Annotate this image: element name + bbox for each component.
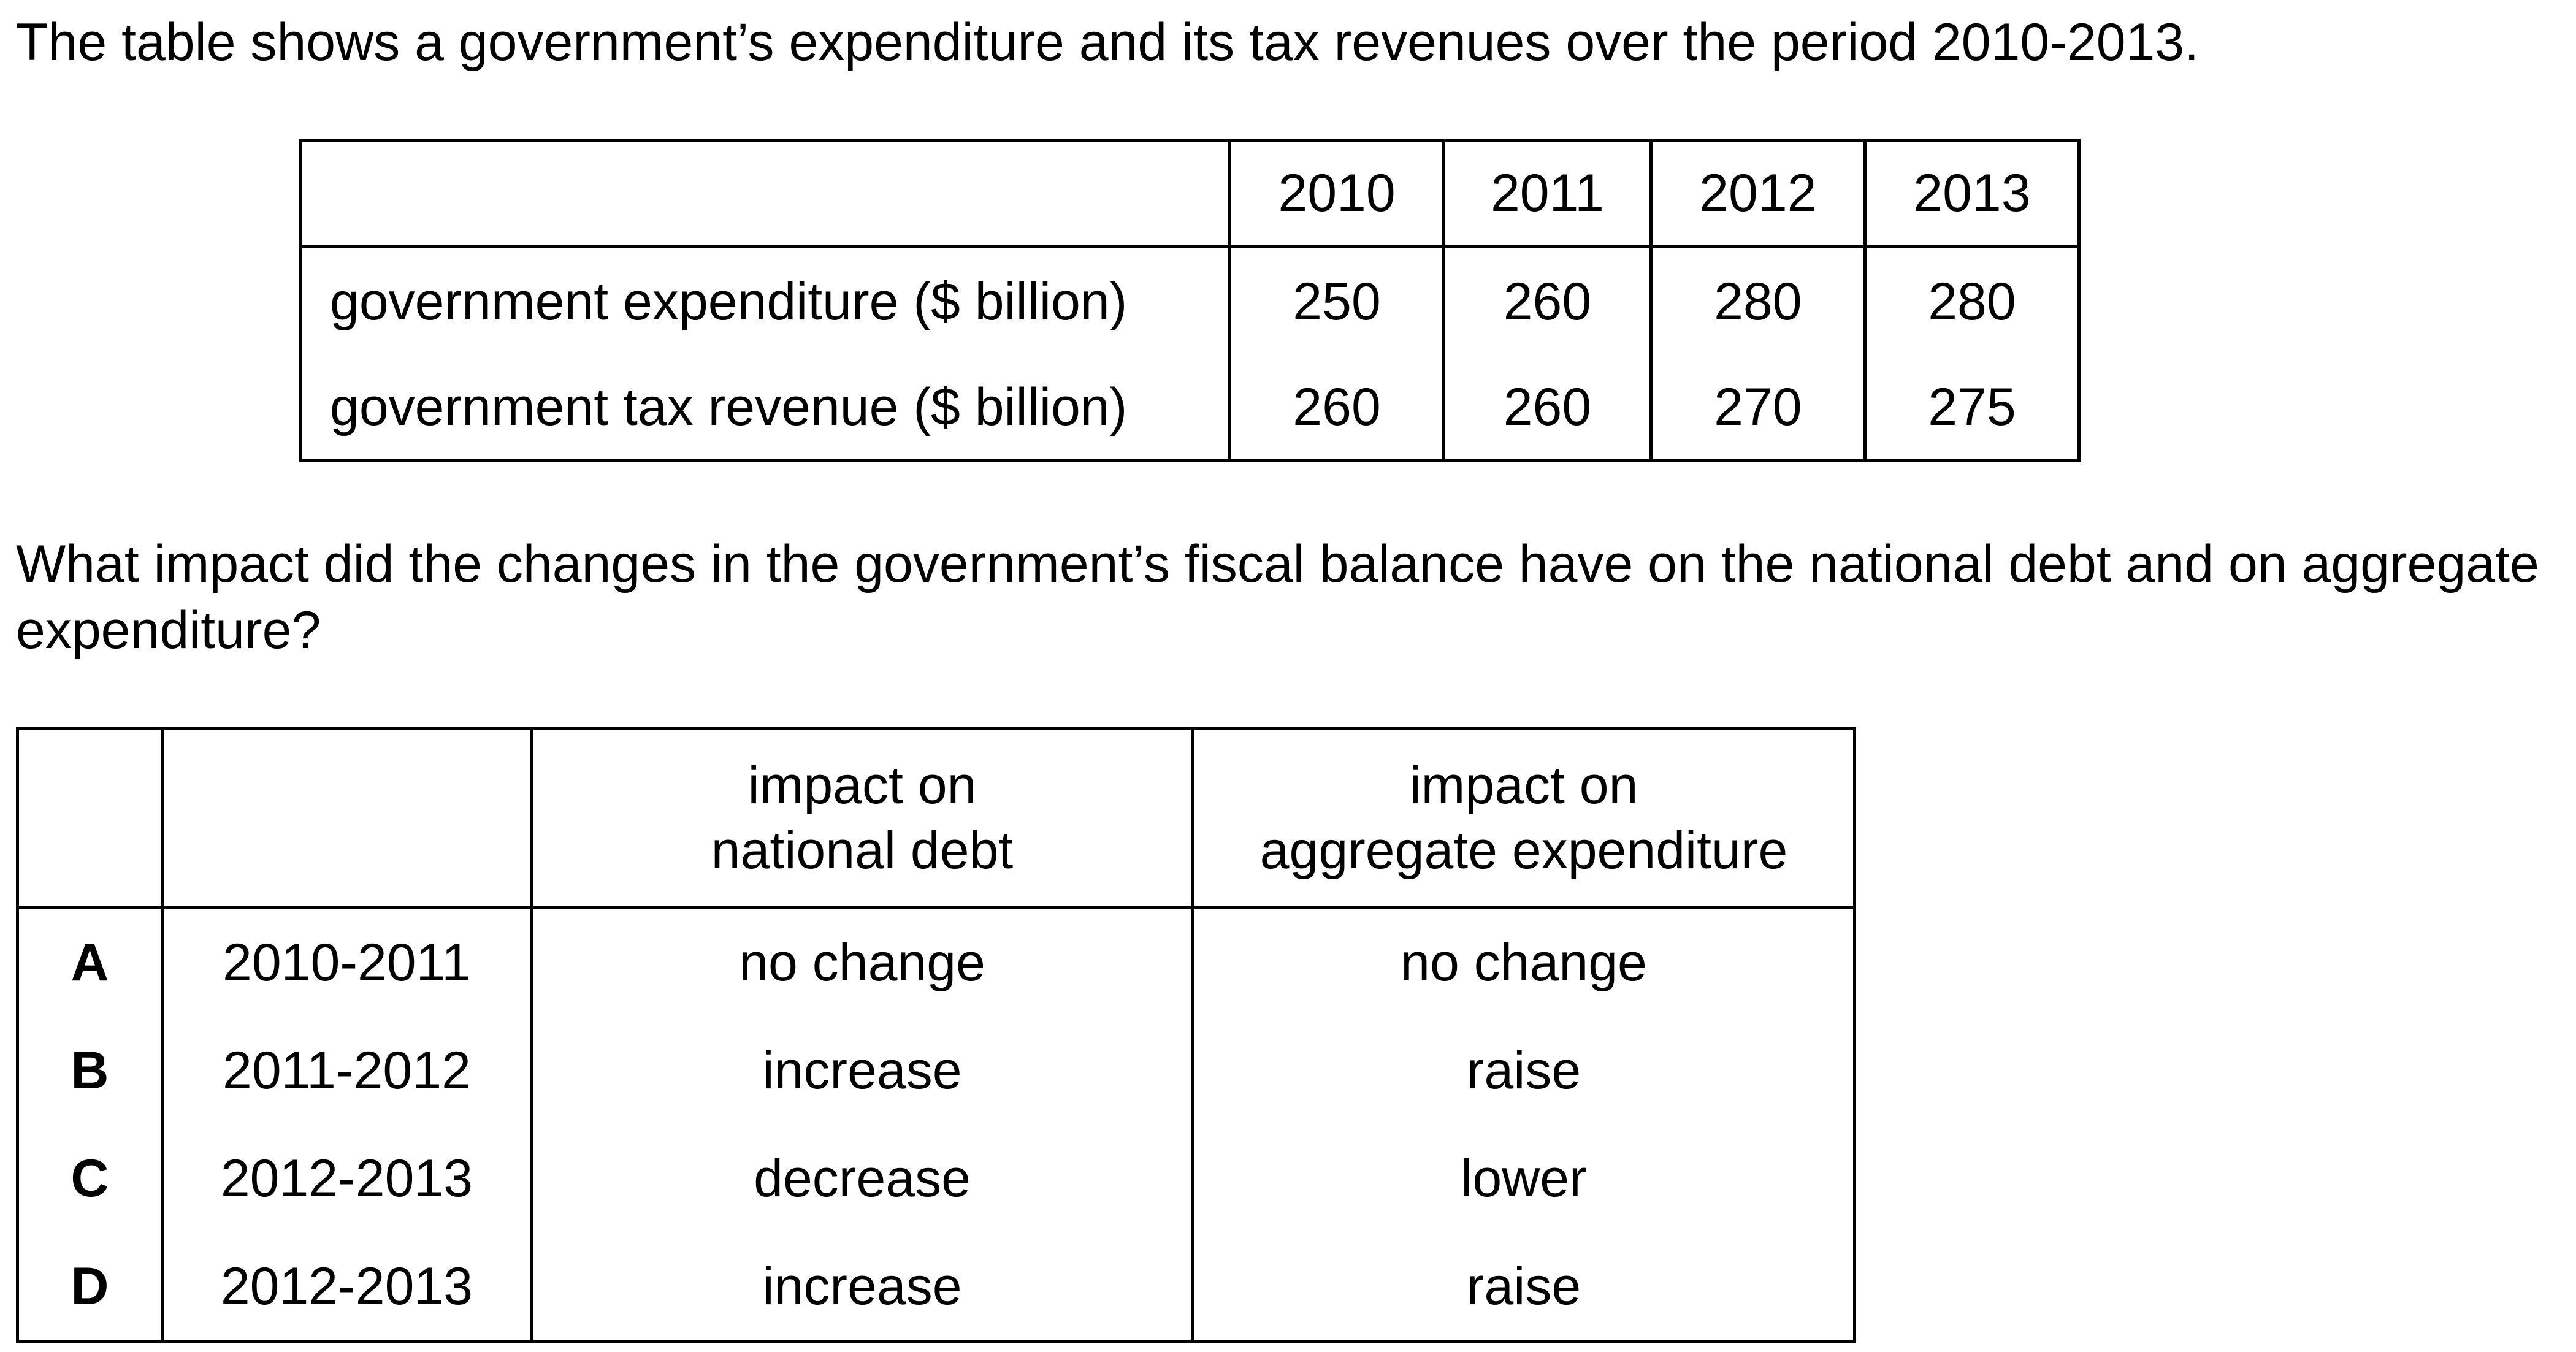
aggregate-header-line: aggregate expenditure [1259,821,1788,880]
option-row-d[interactable]: D 2012-2013 increase raise [16,1232,1856,1343]
expenditure-revenue-table: 2010 2011 2012 2013 government expenditu… [299,139,2081,462]
value-cell: 260 [1442,356,1653,462]
option-period: 2011-2012 [160,1017,533,1125]
option-row-a[interactable]: A 2010-2011 no change no change [16,907,1856,1017]
intro-text: The table shows a government’s expenditu… [16,13,2200,72]
value-cell: 260 [1228,356,1446,462]
year-header: 2011 [1442,139,1653,248]
option-aggregate-impact: no change [1191,907,1856,1017]
option-period: 2010-2011 [160,907,533,1017]
value-cell: 280 [1649,246,1867,356]
value-cell: 280 [1863,246,2081,356]
debt-header-line: impact on [747,756,977,815]
option-aggregate-impact: lower [1191,1125,1856,1232]
table-header-row: 2010 2011 2012 2013 [299,139,2081,248]
value-cell: 275 [1863,356,2081,462]
table-row: government expenditure ($ billion) 250 2… [299,246,2081,356]
option-debt-impact: no change [530,907,1195,1017]
debt-header: impact on national debt [530,727,1195,909]
option-row-c[interactable]: C 2012-2013 decrease lower [16,1125,1856,1232]
aggregate-header: impact on aggregate expenditure [1191,727,1856,909]
question-text: What impact did the changes in the gover… [16,535,2539,660]
option-aggregate-impact: raise [1191,1017,1856,1125]
option-aggregate-impact: raise [1191,1232,1856,1343]
option-debt-impact: increase [530,1232,1195,1343]
value-cell: 260 [1442,246,1653,356]
empty-header-cell [16,727,164,909]
option-letter: D [16,1232,164,1343]
option-debt-impact: increase [530,1017,1195,1125]
aggregate-header-line: impact on [1409,756,1638,815]
option-letter: A [16,907,164,1017]
option-letter: B [16,1017,164,1125]
option-debt-impact: decrease [530,1125,1195,1232]
option-row-b[interactable]: B 2011-2012 increase raise [16,1017,1856,1125]
year-header: 2010 [1228,139,1446,248]
row-label: government tax revenue ($ billion) [299,356,1231,462]
option-period: 2012-2013 [160,1125,533,1232]
empty-header-cell [299,139,1231,248]
answer-options-table: impact on national debt impact on aggreg… [16,727,1856,1343]
table-header-row: impact on national debt impact on aggreg… [16,727,1856,909]
row-label: government expenditure ($ billion) [299,246,1231,356]
option-letter: C [16,1125,164,1232]
year-header: 2013 [1863,139,2081,248]
option-period: 2012-2013 [160,1232,533,1343]
value-cell: 270 [1649,356,1867,462]
value-cell: 250 [1228,246,1446,356]
table-row: government tax revenue ($ billion) 260 2… [299,356,2081,462]
debt-header-line: national debt [711,821,1014,880]
year-header: 2012 [1649,139,1867,248]
empty-header-cell [160,727,533,909]
